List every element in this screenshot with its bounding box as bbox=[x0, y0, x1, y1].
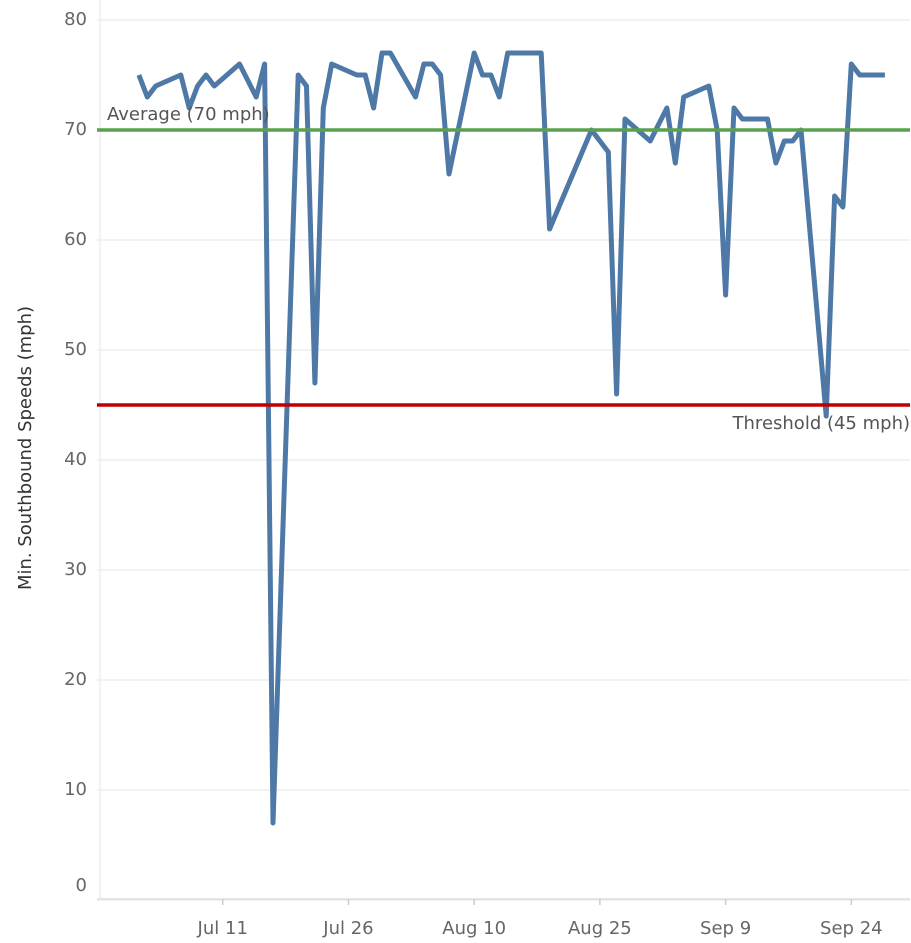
reference-label: Average (70 mph) bbox=[107, 104, 270, 125]
x-tick-label: Jul 11 bbox=[197, 918, 248, 939]
y-axis-label: Min. Southbound Speeds (mph) bbox=[15, 306, 36, 590]
y-tick-label: 30 bbox=[64, 559, 87, 580]
y-tick-label: 70 bbox=[64, 119, 87, 140]
y-tick-label: 0 bbox=[76, 875, 87, 896]
data-line bbox=[136, 50, 885, 826]
x-tick-label: Aug 25 bbox=[568, 918, 632, 939]
y-tick-label: 50 bbox=[64, 339, 87, 360]
x-tick-label: Aug 10 bbox=[442, 918, 506, 939]
x-tick-label: Sep 24 bbox=[820, 918, 883, 939]
y-tick-label: 80 bbox=[64, 9, 87, 30]
y-tick-label: 60 bbox=[64, 229, 87, 250]
y-tick-label: 10 bbox=[64, 779, 87, 800]
y-tick-label: 40 bbox=[64, 449, 87, 470]
x-tick-label: Sep 9 bbox=[700, 918, 751, 939]
reference-label: Threshold (45 mph) bbox=[732, 413, 910, 434]
x-tick-label: Jul 26 bbox=[322, 918, 373, 939]
y-tick-label: 20 bbox=[64, 669, 87, 690]
